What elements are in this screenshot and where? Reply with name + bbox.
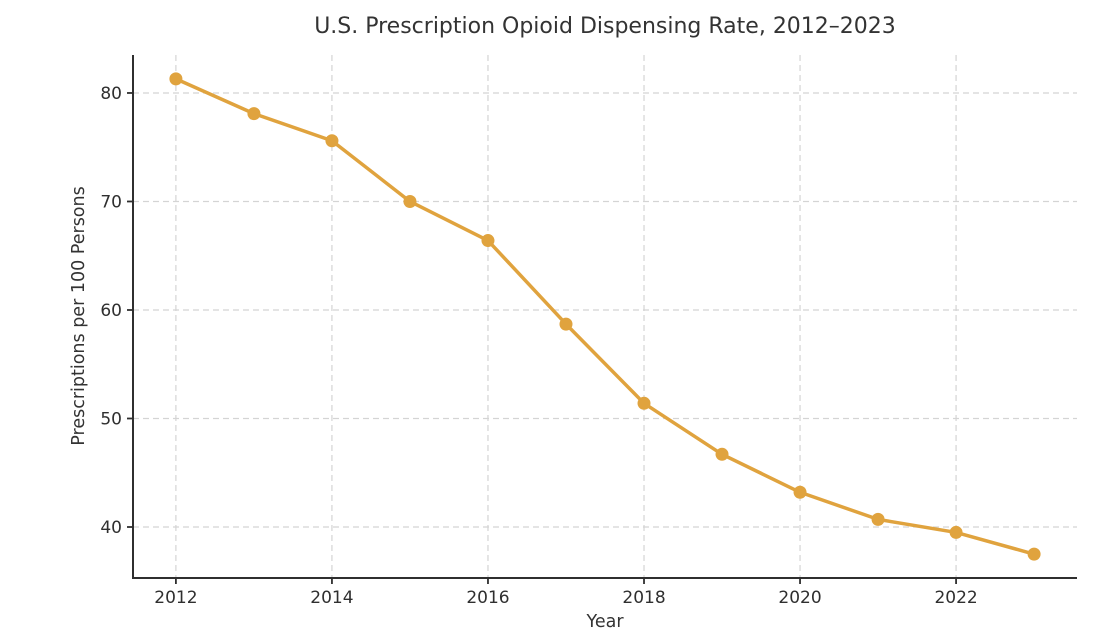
x-tick-label-2016: 2016 [466,588,509,608]
dispensing-rate-line [174,77,1036,556]
data-point-2023 [1027,547,1041,561]
data-point-2012 [169,72,183,86]
x-tick-label-2022: 2022 [934,588,977,608]
data-point-2014 [325,134,339,148]
y-tick-label-40: 40 [100,518,122,538]
axis-spines [132,55,1077,579]
data-point-2016 [481,234,495,248]
x-tick-label-2018: 2018 [622,588,665,608]
x-tick-label-2012: 2012 [154,588,197,608]
data-point-markers [169,72,1041,561]
data-point-2022 [949,525,963,539]
x-axis-label: Year [586,612,624,632]
data-point-2019 [715,447,729,461]
data-point-2015 [403,194,417,208]
data-point-2021 [871,512,885,526]
data-point-2020 [793,485,807,499]
y-tick-label-60: 60 [100,301,122,321]
y-tick-label-80: 80 [100,84,122,104]
x-tick-label-2014: 2014 [310,588,353,608]
axis-ticks: 2012 2014 2016 2018 2020 2022 40 50 60 70 80 [100,84,977,608]
chart-title: U.S. Prescription Opioid Dispensing Rate… [314,14,896,39]
gridlines [133,55,1077,578]
x-tick-label-2020: 2020 [778,588,821,608]
data-point-2018 [637,396,651,410]
data-point-2017 [559,317,573,331]
data-point-2013 [247,107,261,121]
y-tick-label-50: 50 [100,409,122,429]
y-tick-label-70: 70 [100,192,122,212]
